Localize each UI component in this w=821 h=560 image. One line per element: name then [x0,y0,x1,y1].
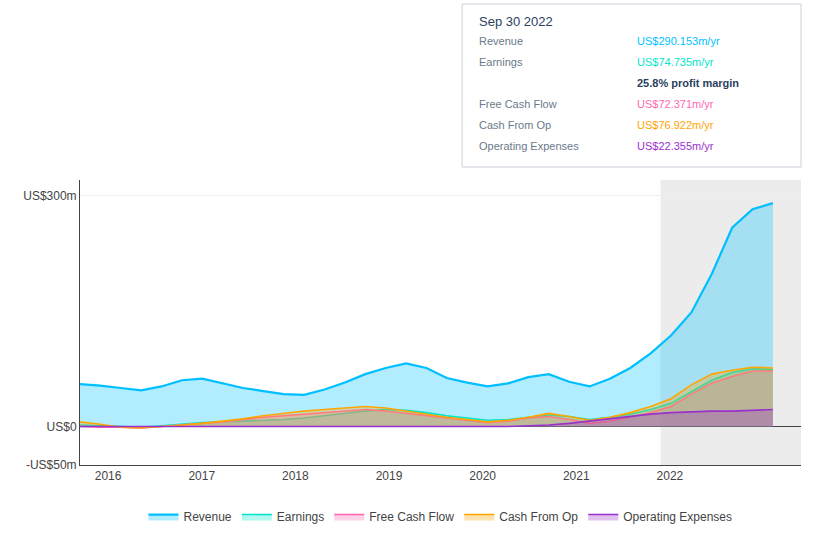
svg-text:US$72.371m/yr: US$72.371m/yr [637,98,714,110]
svg-text:Cash From Op: Cash From Op [499,510,578,524]
svg-text:US$0: US$0 [47,420,77,434]
svg-text:US$74.735m/yr: US$74.735m/yr [637,56,714,68]
svg-text:25.8% profit margin: 25.8% profit margin [637,77,739,89]
svg-text:2016: 2016 [95,469,122,483]
svg-text:Cash From Op: Cash From Op [479,119,551,131]
svg-text:Revenue: Revenue [479,35,523,47]
svg-text:2022: 2022 [657,469,684,483]
svg-text:Free Cash Flow: Free Cash Flow [369,510,454,524]
svg-text:US$22.355m/yr: US$22.355m/yr [637,140,714,152]
svg-text:US$290.153m/yr: US$290.153m/yr [637,35,720,47]
svg-text:2021: 2021 [563,469,590,483]
svg-text:Sep 30 2022: Sep 30 2022 [479,14,553,29]
svg-text:Earnings: Earnings [277,510,324,524]
svg-text:Free Cash Flow: Free Cash Flow [479,98,557,110]
svg-text:2019: 2019 [376,469,403,483]
svg-text:Revenue: Revenue [184,510,232,524]
svg-text:-US$50m: -US$50m [26,458,77,472]
svg-text:Operating Expenses: Operating Expenses [479,140,579,152]
svg-text:US$300m: US$300m [23,189,76,203]
svg-text:2018: 2018 [282,469,309,483]
svg-text:US$76.922m/yr: US$76.922m/yr [637,119,714,131]
svg-text:2017: 2017 [188,469,215,483]
svg-text:2020: 2020 [469,469,496,483]
svg-text:Operating Expenses: Operating Expenses [623,510,732,524]
svg-text:Earnings: Earnings [479,56,523,68]
